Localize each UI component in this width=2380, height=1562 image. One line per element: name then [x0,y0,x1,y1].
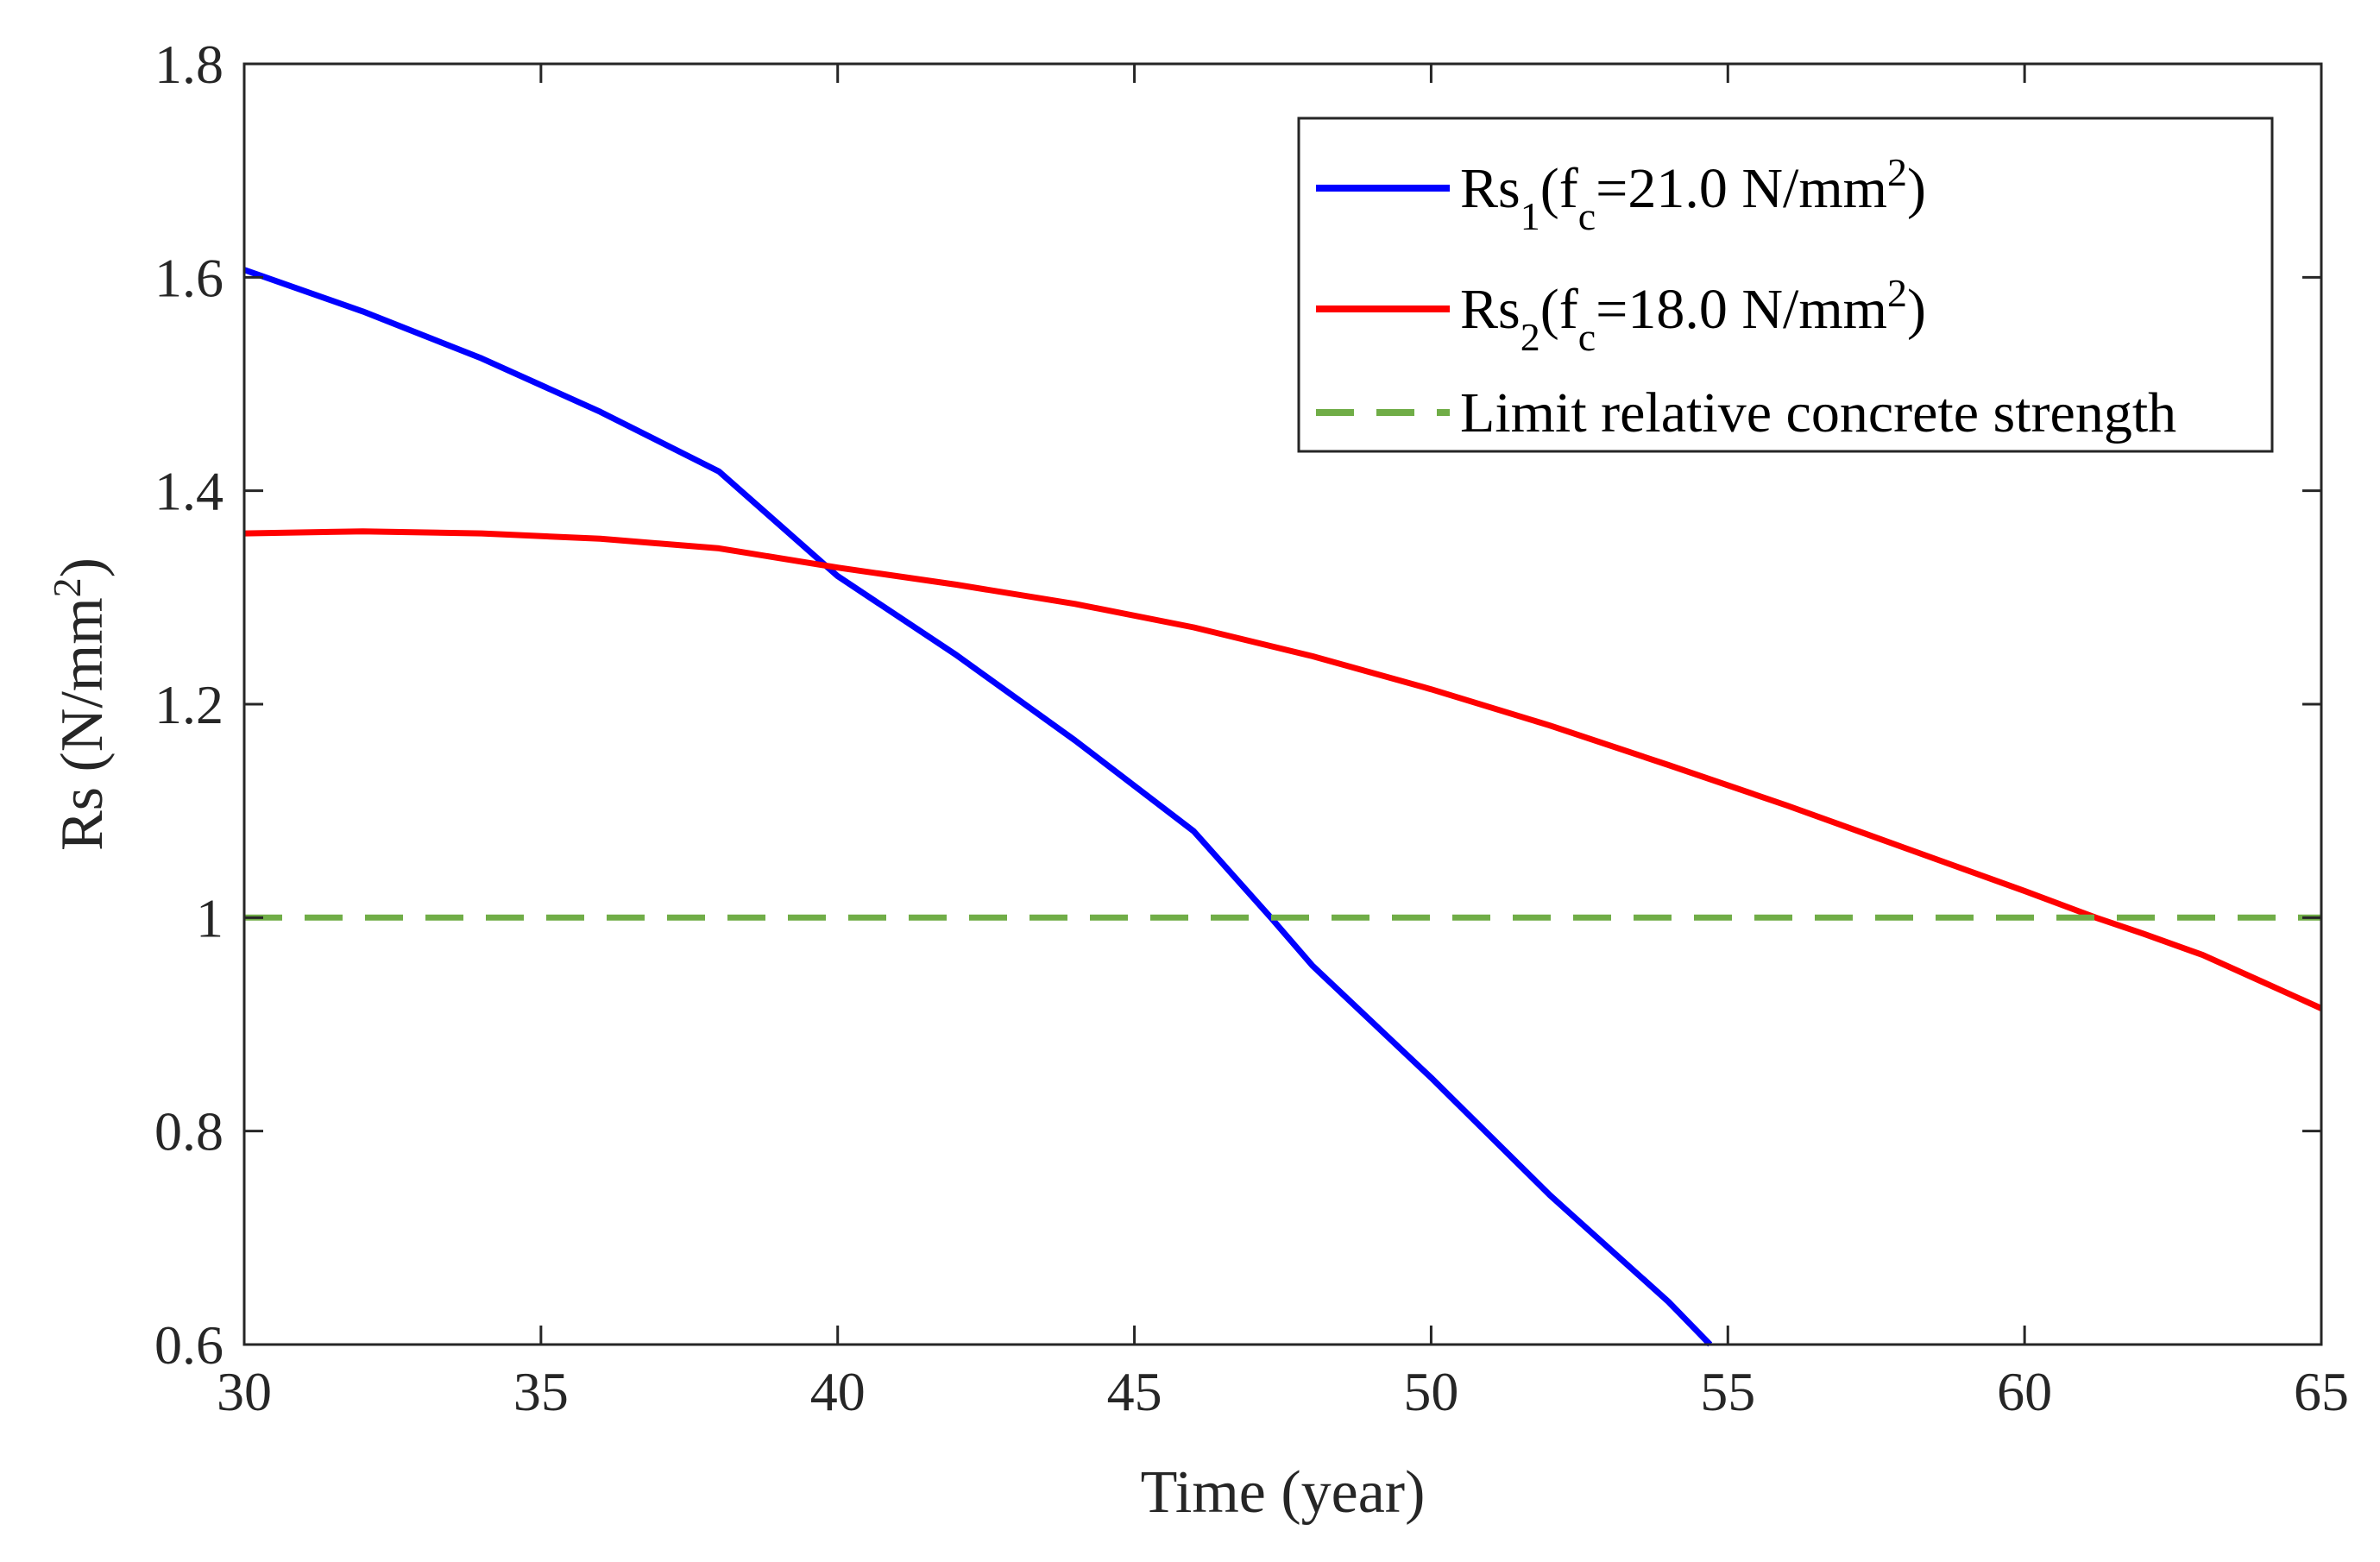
x-tick-label: 55 [1700,1361,1755,1422]
legend-rs1-sub2: c [1578,194,1596,238]
x-tick-label: 30 [217,1361,272,1422]
legend-limit-label: Limit relative concrete strength [1460,381,2176,444]
legend-rs2-mid: =18.0 N/mm [1596,278,1887,341]
x-tick-label: 65 [2294,1361,2349,1422]
x-tick-label: 50 [1403,1361,1458,1422]
y-tick-label: 1.8 [154,34,224,95]
y-tick-label: 1 [196,887,224,948]
legend-entry-rs1: Rs1(fc=21.0 N/mm2) [1460,150,1926,238]
y-axis-label: Rs (N/mm2) [45,557,116,851]
series-line-0 [242,267,1713,1347]
legend-rs2-open: (f [1540,278,1578,341]
y-tick-label: 1.6 [154,247,224,308]
legend-rs2-base: Rs [1460,278,1521,341]
y-axis-label-close: ) [49,557,116,577]
series-line-1 [243,528,2323,1011]
x-tick-label: 40 [810,1361,866,1422]
y-tick-label: 1.2 [154,674,224,735]
legend-rs1-open: (f [1540,157,1578,220]
y-tick-label: 1.4 [154,461,224,522]
y-tick-label: 0.6 [154,1314,224,1376]
legend-rs1-sub: 1 [1521,194,1540,238]
legend: Rs1(fc=21.0 N/mm2) Rs2(fc=18.0 N/mm2) Li… [1297,117,2274,453]
legend-rs1-close: ) [1907,157,1926,220]
axis-ticks [242,62,2323,1346]
legend-rs2-close: ) [1907,278,1926,341]
y-tick-label: 0.8 [154,1101,224,1162]
legend-rs1-base: Rs [1460,157,1521,220]
legend-rs2-sub2: c [1578,315,1596,359]
y-axis-label-main: Rs (N/mm [49,597,116,851]
series-layer [242,267,2323,1347]
legend-rs1-mid: =21.0 N/mm [1596,157,1887,220]
x-tick-label: 45 [1107,1361,1162,1422]
legend-box [1297,117,2274,453]
legend-entry-limit: Limit relative concrete strength [1460,381,2176,444]
legend-entry-rs2: Rs2(fc=18.0 N/mm2) [1460,271,1926,359]
y-axis-label-sup: 2 [45,577,89,597]
axis-tick-labels: 30 35 40 45 50 55 60 65 0.6 0.8 1 1.2 1.4 1.6 1.8 [154,34,2349,1422]
x-tick-label: 35 [513,1361,569,1422]
legend-rs1-sup: 2 [1887,150,1907,194]
legend-rs2-sub: 2 [1521,315,1540,359]
x-tick-label: 60 [1997,1361,2052,1422]
legend-rs2-sup: 2 [1887,271,1907,315]
x-axis-label: Time (year) [1141,1459,1426,1526]
